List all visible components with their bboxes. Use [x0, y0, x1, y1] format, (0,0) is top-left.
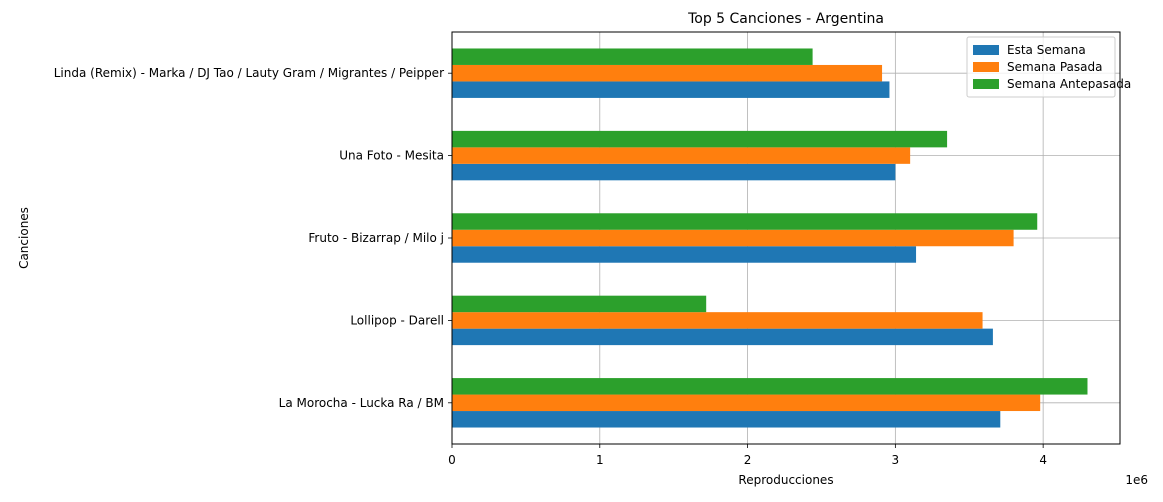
bar	[452, 411, 1001, 428]
bar	[452, 378, 1088, 395]
y-tick-label: Fruto - Bizarrap / Milo j	[308, 231, 444, 245]
bar	[452, 312, 983, 329]
legend-swatch	[973, 79, 999, 89]
bar	[452, 48, 813, 65]
y-axis-title: Canciones	[17, 207, 31, 269]
bar	[452, 295, 707, 313]
x-tick-label: 0	[448, 453, 456, 467]
legend: Esta Semana Semana Pasada Semana Antepasad…	[966, 36, 1131, 98]
legend-swatch	[973, 62, 999, 72]
chart-title: Top 5 Canciones - Argentina	[687, 11, 884, 27]
y-tick-label: Lollipop - Darell	[350, 313, 444, 327]
legend-label: Semana Antepasada	[1007, 77, 1131, 91]
legend-label: Esta Semana	[1007, 43, 1086, 57]
x-tick-label: 2	[744, 453, 752, 467]
bar	[452, 163, 896, 181]
bar	[452, 213, 1038, 230]
axis-ticks: 0 1 2 3 4 La Morocha - Lucka Ra / BM Lollipop …	[54, 66, 1047, 467]
legend-swatch	[973, 45, 999, 55]
bar	[452, 147, 911, 164]
x-tick-label: 1	[596, 453, 604, 467]
x-axis-title: Reproducciones	[738, 473, 833, 487]
legend-box	[966, 36, 1116, 98]
bar	[452, 394, 1041, 412]
bar	[452, 81, 890, 98]
x-tick-label: 4	[1039, 453, 1047, 467]
bar	[452, 246, 917, 263]
y-tick-label: Linda (Remix) - Marka / DJ Tao / Lauty G…	[54, 66, 444, 80]
x-axis-offset-label: 1e6	[1125, 473, 1148, 487]
bars	[452, 48, 1088, 428]
bar	[452, 229, 1014, 247]
y-tick-label: La Morocha - Lucka Ra / BM	[279, 396, 444, 410]
bar	[452, 64, 883, 82]
bar	[452, 328, 993, 346]
y-tick-label: Una Foto - Mesita	[339, 149, 444, 163]
x-tick-label: 3	[892, 453, 900, 467]
legend-label: Semana Pasada	[1007, 60, 1102, 74]
bar	[452, 130, 948, 148]
